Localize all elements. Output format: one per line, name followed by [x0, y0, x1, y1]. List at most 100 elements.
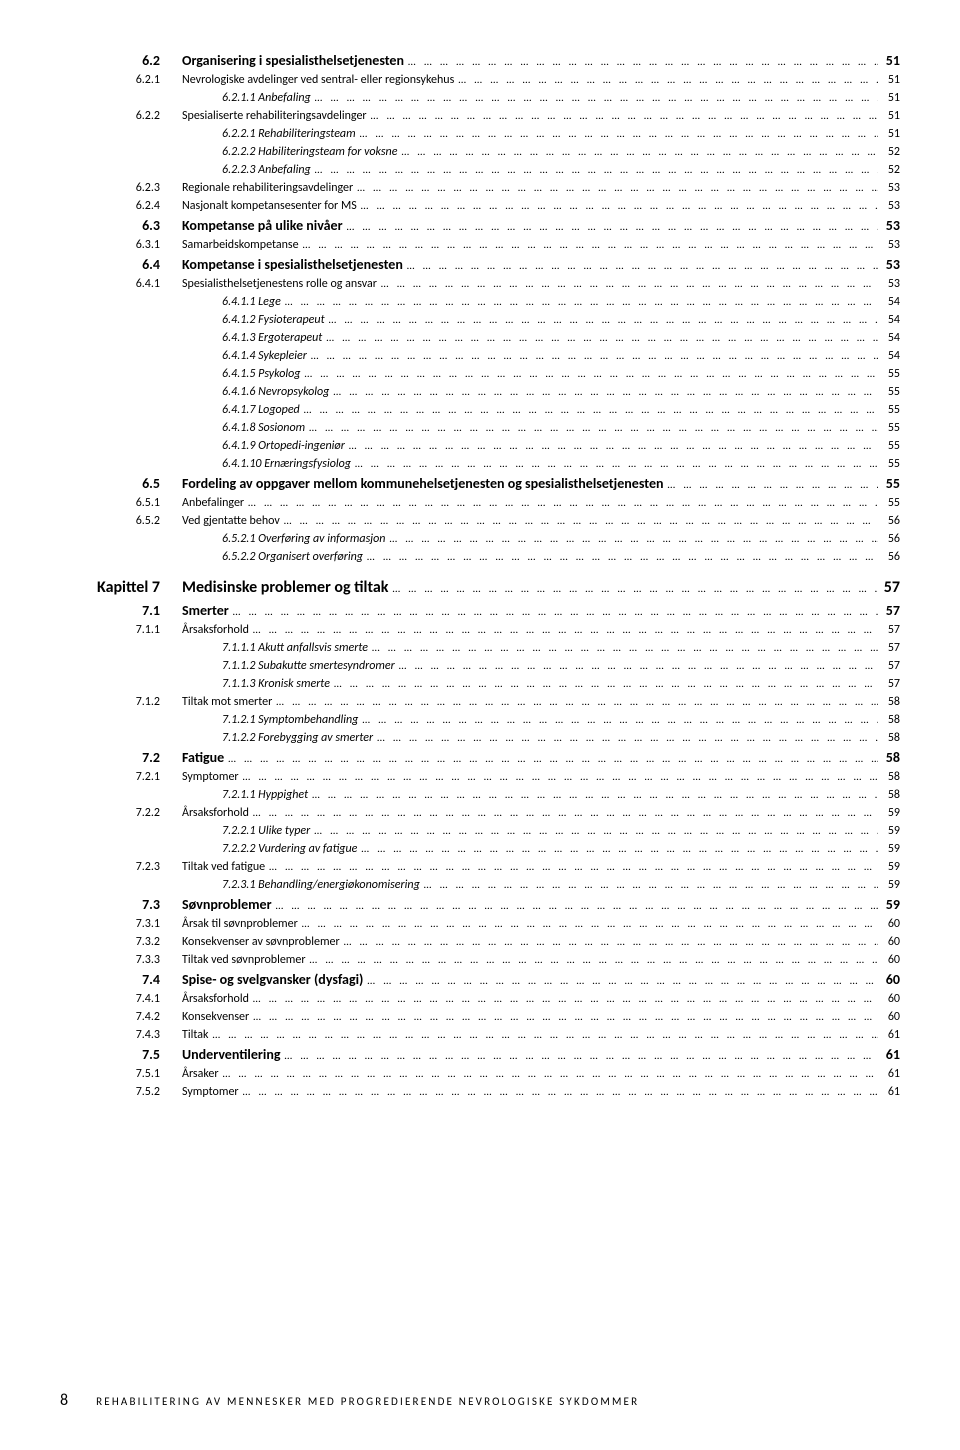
page-footer: 8 REHABILITERING AV MENNESKER MED PROGRE… — [60, 1391, 900, 1410]
toc-label: Symptomer — [182, 768, 239, 786]
toc-label: Anbefalinger — [182, 494, 244, 512]
toc-page: 52 — [878, 143, 900, 161]
toc-row: 6.2.2.1 Rehabiliteringsteam… … … … … … …… — [60, 125, 900, 143]
toc-row: 7.4.3Tiltak… … … … … … … … … … … … … … …… — [60, 1026, 900, 1044]
toc-label: Spise- og svelgvansker (dysfagi) — [182, 969, 363, 990]
toc-number: 6.5.2 — [60, 512, 182, 530]
toc-leader-dots: … … … … … … … … … … … … … … … … … … … … … — [307, 348, 878, 365]
toc-leader-dots: … … … … … … … … … … … … … … … … … … … … … — [397, 144, 878, 161]
toc-row: 7.2.1.1 Hyppighet… … … … … … … … … … … …… — [60, 786, 900, 804]
toc-row: 6.4.1.7 Logoped… … … … … … … … … … … … …… — [60, 401, 900, 419]
toc-row: 7.2.2Årsaksforhold… … … … … … … … … … … … — [60, 804, 900, 822]
toc-page: 53 — [878, 197, 900, 215]
toc-number: 7.2.1 — [60, 768, 182, 786]
toc-label: Fatigue — [182, 747, 224, 768]
toc-leader-dots: … … … … … … … … … … … … … … … … … … … … … — [368, 640, 878, 657]
toc-leader-dots: … … … … … … … … … … … … … … … … … … … … … — [330, 676, 878, 693]
toc-number: 7.5.1 — [60, 1065, 182, 1083]
toc-number: 7.3 — [60, 894, 182, 915]
toc-leader-dots: … … … … … … … … … … … … … … … … … … … … … — [299, 237, 878, 254]
toc-label: 6.4.1.9 Ortopedi-ingeniør — [182, 437, 345, 455]
toc-page: 58 — [878, 747, 900, 768]
toc-leader-dots: … … … … … … … … … … … … … … … … … … … … … — [272, 898, 878, 915]
toc-row: 6.4.1.10 Ernæringsfysiolog… … … … … … … … — [60, 455, 900, 473]
toc-page: 51 — [878, 89, 900, 107]
toc-row: 6.2.2Spesialiserte rehabiliteringsavdeli… — [60, 107, 900, 125]
toc-row: 6.2Organisering i spesialisthelsetjenest… — [60, 50, 900, 71]
toc-label: Tiltak ved søvnproblemer — [182, 951, 306, 969]
toc-leader-dots: … … … … … … … … … … … … … … … … … … … … … — [420, 877, 878, 894]
toc-label: 7.1.1.2 Subakutte smertesyndromer — [182, 657, 395, 675]
toc-page: 60 — [878, 933, 900, 951]
toc-row: 7.3.3Tiltak ved søvnproblemer… … … … … …… — [60, 951, 900, 969]
toc-leader-dots: … … … … … … … … … … … … … … … … … … … … … — [664, 477, 878, 494]
toc-leader-dots: … … … … … … … … … … … … … … … … … … … … … — [239, 1084, 878, 1101]
toc-leader-dots: … … … … … … … … … … … … … … … … … … … … … — [357, 841, 878, 858]
toc-page: 60 — [878, 915, 900, 933]
toc-number: 6.2.2 — [60, 107, 182, 125]
toc-page: 60 — [878, 990, 900, 1008]
toc-page: 58 — [878, 729, 900, 747]
toc-row: 7.3.1Årsak til søvnproblemer… … … … … … … — [60, 915, 900, 933]
toc-leader-dots: … … … … … … … … … … … … … … … … … … … … … — [239, 769, 878, 786]
toc-leader-dots: … … … … … … … … … … … … … … … … … … … … … — [311, 162, 878, 179]
toc-leader-dots: … … … … … … … … … … … … … … … … … … … … … — [363, 973, 878, 990]
toc-leader-dots: … … … … … … … … … … … … … … … … … … … … … — [219, 1066, 878, 1083]
toc-leader-dots: … … … … … … … … … … … … … … … … … … … … … — [305, 420, 878, 437]
toc-page: 54 — [878, 311, 900, 329]
toc-page: 58 — [878, 768, 900, 786]
toc-label: Tiltak — [182, 1026, 208, 1044]
toc-leader-dots: … … … … … … … … … … … … … … … … … … … … … — [358, 712, 878, 729]
toc-number: 7.1.1 — [60, 621, 182, 639]
toc-leader-dots: … … … … … … … … … … … … … … … … … … … … … — [351, 456, 878, 473]
toc-page: 55 — [878, 401, 900, 419]
toc-leader-dots: … … … … … … … … … … … … … … … … … … … … … — [322, 330, 878, 347]
toc-row: 7.1.2.1 Symptombehandling… … … … … … … …… — [60, 711, 900, 729]
toc-row: 7.2.2.2 Vurdering av fatigue… … … … … … … — [60, 840, 900, 858]
toc-label: Nevrologiske avdelinger ved sentral- ell… — [182, 71, 454, 89]
toc-row: 6.4.1Spesialisthelsetjenestens rolle og … — [60, 275, 900, 293]
toc-leader-dots: … … … … … … … … … … … … … … … … … … … … … — [311, 90, 878, 107]
toc-label: Medisinske problemer og tiltak — [182, 576, 388, 600]
toc-number: 7.5.2 — [60, 1083, 182, 1101]
toc-leader-dots: … … … … … … … … … … … … … … … … … … … … … — [310, 823, 878, 840]
toc-page: 53 — [878, 254, 900, 275]
toc-label: Årsaker — [182, 1065, 219, 1083]
toc-row: 7.1.1.1 Akutt anfallsvis smerte… … … … …… — [60, 639, 900, 657]
toc-row: 7.2.1Symptomer… … … … … … … … … … … … … … — [60, 768, 900, 786]
toc-row: 7.4.2Konsekvenser… … … … … … … … … … … …… — [60, 1008, 900, 1026]
toc-page: 53 — [878, 215, 900, 236]
toc-page: 60 — [878, 1008, 900, 1026]
toc-number: 7.5 — [60, 1044, 182, 1065]
toc-page: 56 — [878, 530, 900, 548]
toc-label: Årsaksforhold — [182, 804, 249, 822]
toc-label: 6.4.1.1 Lege — [182, 293, 281, 311]
toc-label: Spesialisthelsetjenestens rolle og ansva… — [182, 275, 377, 293]
toc-row: 7.4.1Årsaksforhold… … … … … … … … … … … … — [60, 990, 900, 1008]
toc-row: 7.1.1.2 Subakutte smertesyndromer… … … …… — [60, 657, 900, 675]
running-title: REHABILITERING AV MENNESKER MED PROGREDI… — [96, 1395, 639, 1408]
toc-row: 6.4.1.1 Lege… … … … … … … … … … … … … … … — [60, 293, 900, 311]
toc-leader-dots: … … … … … … … … … … … … … … … … … … … … … — [224, 751, 878, 768]
toc-leader-dots: … … … … … … … … … … … … … … … … … … … … … — [403, 258, 878, 275]
toc-label: 7.1.2.1 Symptombehandling — [182, 711, 358, 729]
toc-label: 6.5.2.2 Organisert overføring — [182, 548, 363, 566]
toc-row: 7.5Underventilering… … … … … … … … … … …… — [60, 1044, 900, 1065]
toc-label: 6.2.2.2 Habiliteringsteam for voksne — [182, 143, 397, 161]
toc-page: 54 — [878, 293, 900, 311]
toc-page: 60 — [878, 969, 900, 990]
toc-number: Kapittel 7 — [60, 576, 182, 600]
toc-page: 57 — [878, 576, 900, 600]
toc-label: 7.1.1.3 Kronisk smerte — [182, 675, 330, 693]
toc-leader-dots: … … … … … … … … … … … … … … … … … … … … … — [343, 219, 878, 236]
toc-row: 6.2.3Regionale rehabiliteringsavdelinger… — [60, 179, 900, 197]
toc-leader-dots: … … … … … … … … … … … … … … … … … … … … … — [404, 54, 878, 71]
toc-leader-dots: … … … … … … … … … … … … … … … … … … … … … — [329, 384, 878, 401]
toc-leader-dots: … … … … … … … … … … … … … … … … … … … … … — [363, 549, 878, 566]
toc-row: 7.3.2Konsekvenser av søvnproblemer… … … … — [60, 933, 900, 951]
toc-row: 7.1.1Årsaksforhold… … … … … … … … … … … … — [60, 621, 900, 639]
toc-label: Årsaksforhold — [182, 990, 249, 1008]
toc-number: 7.2.3 — [60, 858, 182, 876]
toc-label: Nasjonalt kompetansesenter for MS — [182, 197, 357, 215]
toc-row: 7.3Søvnproblemer… … … … … … … … … … … … … — [60, 894, 900, 915]
